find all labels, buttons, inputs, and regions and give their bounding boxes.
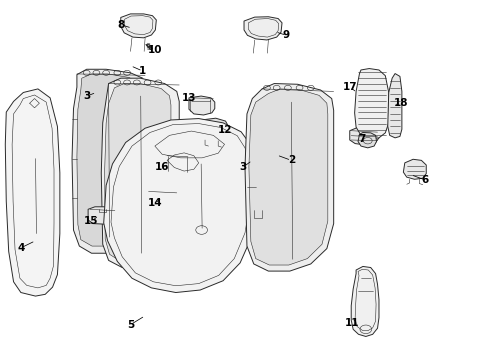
Polygon shape — [249, 89, 328, 265]
Polygon shape — [245, 84, 334, 271]
Text: 3: 3 — [239, 162, 246, 172]
Polygon shape — [5, 89, 60, 296]
Text: 17: 17 — [343, 82, 357, 92]
Text: 15: 15 — [84, 216, 99, 226]
Polygon shape — [403, 159, 426, 179]
Text: 8: 8 — [117, 19, 124, 30]
Text: 6: 6 — [422, 175, 429, 185]
Text: 18: 18 — [393, 98, 408, 108]
Text: 16: 16 — [155, 162, 170, 172]
Polygon shape — [101, 78, 179, 267]
Text: 12: 12 — [218, 125, 233, 135]
Text: 4: 4 — [17, 243, 24, 253]
Text: 10: 10 — [147, 45, 162, 55]
Text: 7: 7 — [358, 134, 366, 144]
Polygon shape — [104, 118, 257, 293]
Polygon shape — [350, 126, 379, 145]
Polygon shape — [351, 266, 379, 337]
Polygon shape — [355, 68, 389, 139]
Text: 13: 13 — [182, 93, 196, 103]
Polygon shape — [358, 132, 376, 148]
Text: 3: 3 — [83, 91, 90, 101]
Polygon shape — [388, 73, 402, 138]
Polygon shape — [147, 189, 179, 208]
Text: 11: 11 — [345, 318, 360, 328]
Polygon shape — [244, 17, 282, 40]
Text: 5: 5 — [127, 320, 134, 330]
Text: 9: 9 — [283, 30, 290, 40]
Polygon shape — [166, 152, 189, 175]
Polygon shape — [88, 207, 117, 224]
Polygon shape — [72, 69, 145, 253]
Polygon shape — [121, 14, 156, 38]
Polygon shape — [77, 74, 139, 246]
Text: 2: 2 — [288, 156, 295, 165]
Polygon shape — [201, 118, 229, 141]
Text: 1: 1 — [139, 66, 147, 76]
Polygon shape — [105, 84, 171, 261]
Polygon shape — [189, 96, 215, 115]
Text: 14: 14 — [147, 198, 162, 208]
